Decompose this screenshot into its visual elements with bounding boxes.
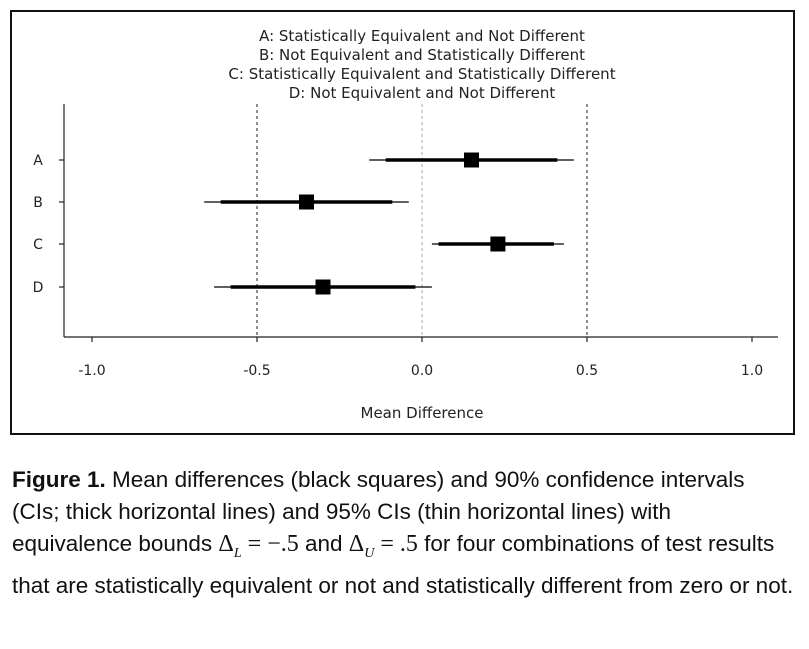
x-tick-label: 0.5	[576, 363, 598, 379]
caption-text-3: for four combinations of test results th…	[12, 531, 794, 598]
legend-line: A: Statistically Equivalent and Not Diff…	[259, 27, 585, 45]
delta-upper-eq: = .5	[374, 531, 418, 557]
caption-label: Figure 1.	[12, 467, 106, 492]
caption-text-2: and	[298, 531, 349, 556]
figure-frame: A: Statistically Equivalent and Not Diff…	[10, 10, 795, 435]
y-tick-label: D	[33, 280, 44, 296]
x-axis-title: Mean Difference	[361, 404, 484, 422]
delta-upper: ΔU = .5	[348, 531, 418, 561]
mean-marker	[315, 279, 331, 295]
delta-upper-symbol: Δ	[348, 531, 365, 557]
y-tick-label: C	[33, 237, 43, 253]
forest-plot: A: Statistically Equivalent and Not Diff…	[33, 27, 778, 422]
y-tick-label: B	[33, 195, 43, 211]
mean-marker	[464, 152, 479, 168]
delta-lower-sub: L	[233, 545, 242, 561]
legend-line: D: Not Equivalent and Not Different	[289, 84, 556, 102]
x-tick-label: 0.0	[411, 363, 433, 379]
x-tick-label: -0.5	[243, 363, 270, 379]
x-tick-label: -1.0	[78, 363, 105, 379]
delta-lower-symbol: Δ	[218, 531, 234, 557]
legend-line: C: Statistically Equivalent and Statisti…	[228, 65, 615, 83]
x-tick-label: 1.0	[741, 363, 763, 379]
y-tick-label: A	[33, 153, 43, 169]
delta-upper-sub: U	[364, 545, 375, 561]
caption-text-1: Mean differences (black squares) and 90%…	[12, 467, 745, 556]
mean-marker	[299, 194, 314, 210]
figure-caption: Figure 1. Mean differences (black square…	[12, 464, 797, 602]
legend-line: B: Not Equivalent and Statistically Diff…	[259, 46, 585, 64]
delta-lower-eq: = −.5	[241, 531, 299, 557]
mean-marker	[490, 236, 506, 252]
delta-lower: ΔL = −.5	[218, 531, 299, 561]
